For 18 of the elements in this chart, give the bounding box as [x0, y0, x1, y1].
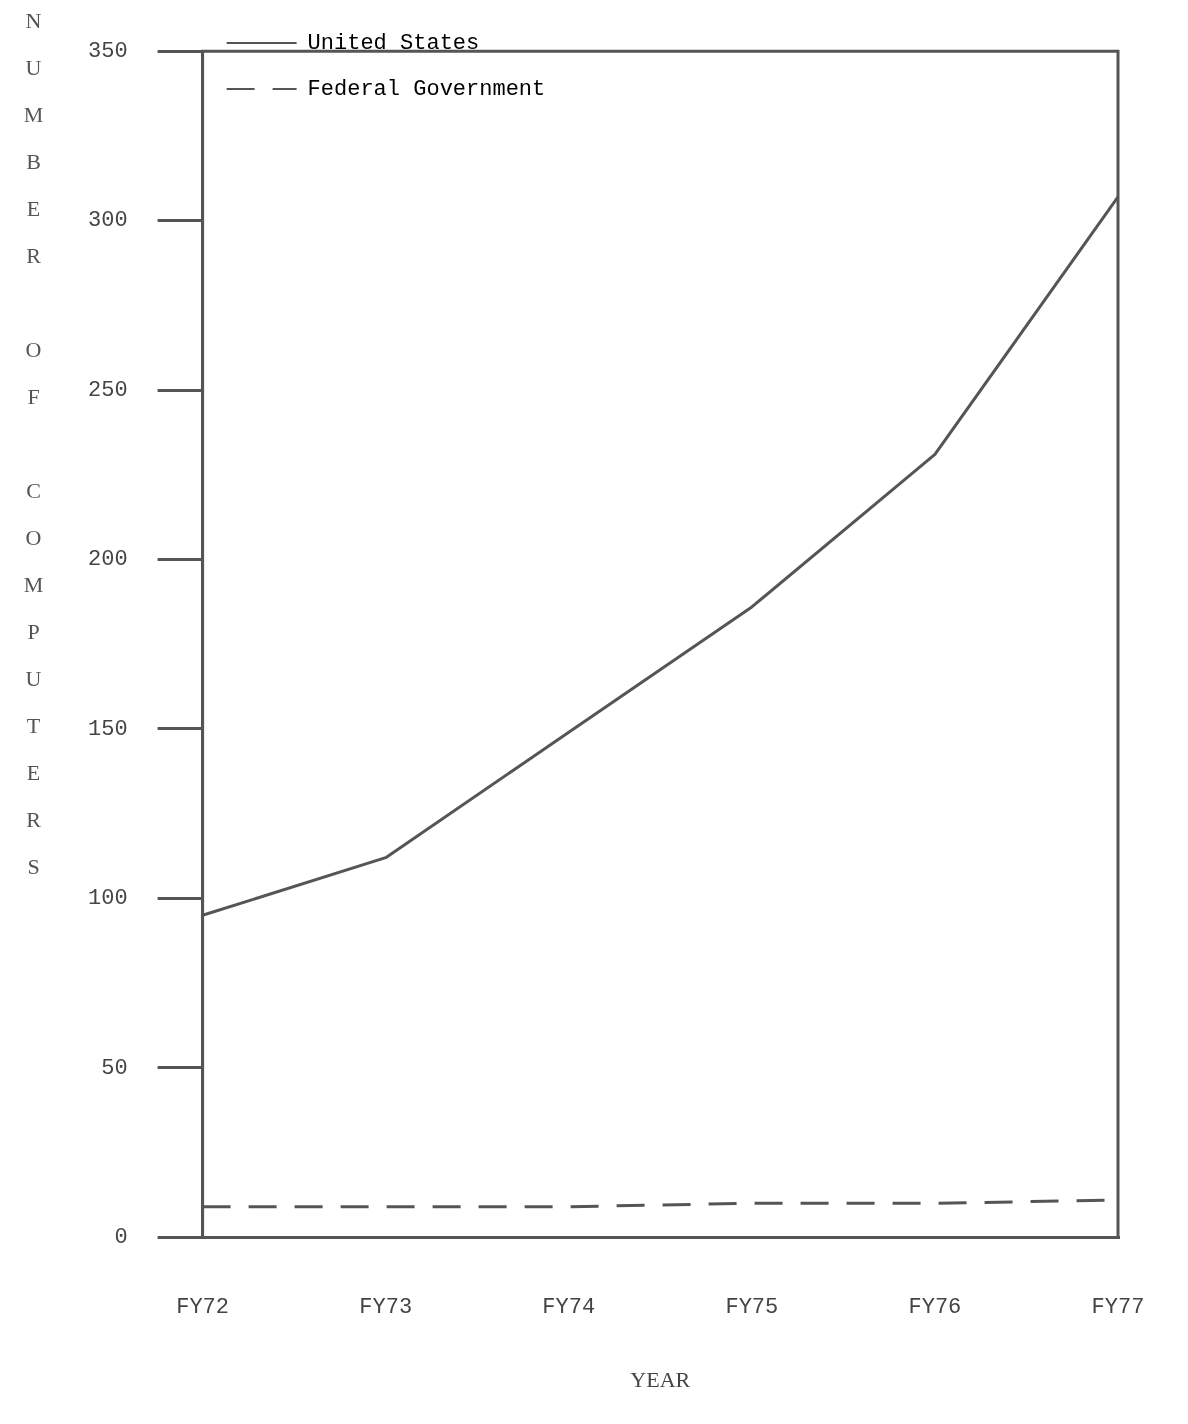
y-tick-label: 300 [88, 208, 128, 234]
x-tick-label: FY72 [176, 1295, 230, 1321]
y-tick-label: 0 [114, 1225, 128, 1251]
x-tick-label: FY75 [725, 1295, 779, 1321]
y-tick-label: 350 [88, 39, 128, 65]
y-axis-title: NUMBER OF COMPUTERS [20, 8, 46, 901]
x-tick-label: FY76 [908, 1295, 962, 1321]
legend-label: Federal Government [307, 76, 546, 102]
y-tick-label: 100 [88, 886, 128, 912]
legend-label: United States [307, 30, 480, 56]
y-tick-label: 250 [88, 377, 128, 403]
y-tick-label: 50 [101, 1055, 128, 1081]
x-tick-label: FY73 [359, 1295, 413, 1321]
y-tick-label: 150 [88, 716, 128, 742]
x-tick-label: FY74 [542, 1295, 596, 1321]
y-tick-label: 200 [88, 547, 128, 573]
x-tick-label: FY77 [1091, 1295, 1145, 1321]
x-axis-title: YEAR [630, 1366, 691, 1392]
